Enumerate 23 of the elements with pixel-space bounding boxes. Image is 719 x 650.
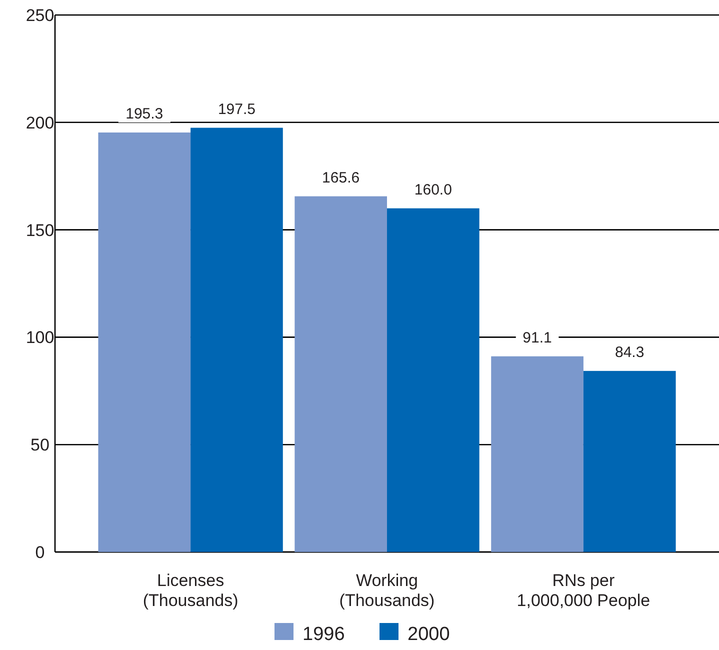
data-label: 197.5 [218, 100, 256, 118]
data-label: 195.3 [126, 105, 164, 122]
x-tick-label: RNs per 1,000,000 People [516, 571, 650, 610]
y-tick-label: 200 [26, 113, 54, 132]
bar [387, 208, 480, 552]
y-tick-label: 150 [26, 220, 54, 240]
y-tick-label: 50 [30, 436, 50, 455]
bar [190, 128, 283, 552]
legend-label: 1996 [302, 624, 345, 645]
bar [583, 370, 676, 552]
bar [98, 132, 191, 552]
legend-label: 2000 [408, 624, 450, 645]
data-label: 165.6 [322, 169, 360, 186]
x-tick-label: Licenses (Thousands) [142, 571, 238, 610]
data-label: 91.1 [522, 329, 552, 346]
bar [491, 356, 584, 552]
bar [294, 196, 387, 552]
y-tick-label: 100 [26, 328, 54, 348]
x-tick-label: Working (Thousands) [339, 571, 435, 610]
y-tick-label: 0 [35, 542, 45, 562]
y-tick-label: 250 [26, 6, 54, 25]
data-label: 84.3 [615, 344, 644, 361]
data-label: 160.0 [414, 181, 452, 198]
